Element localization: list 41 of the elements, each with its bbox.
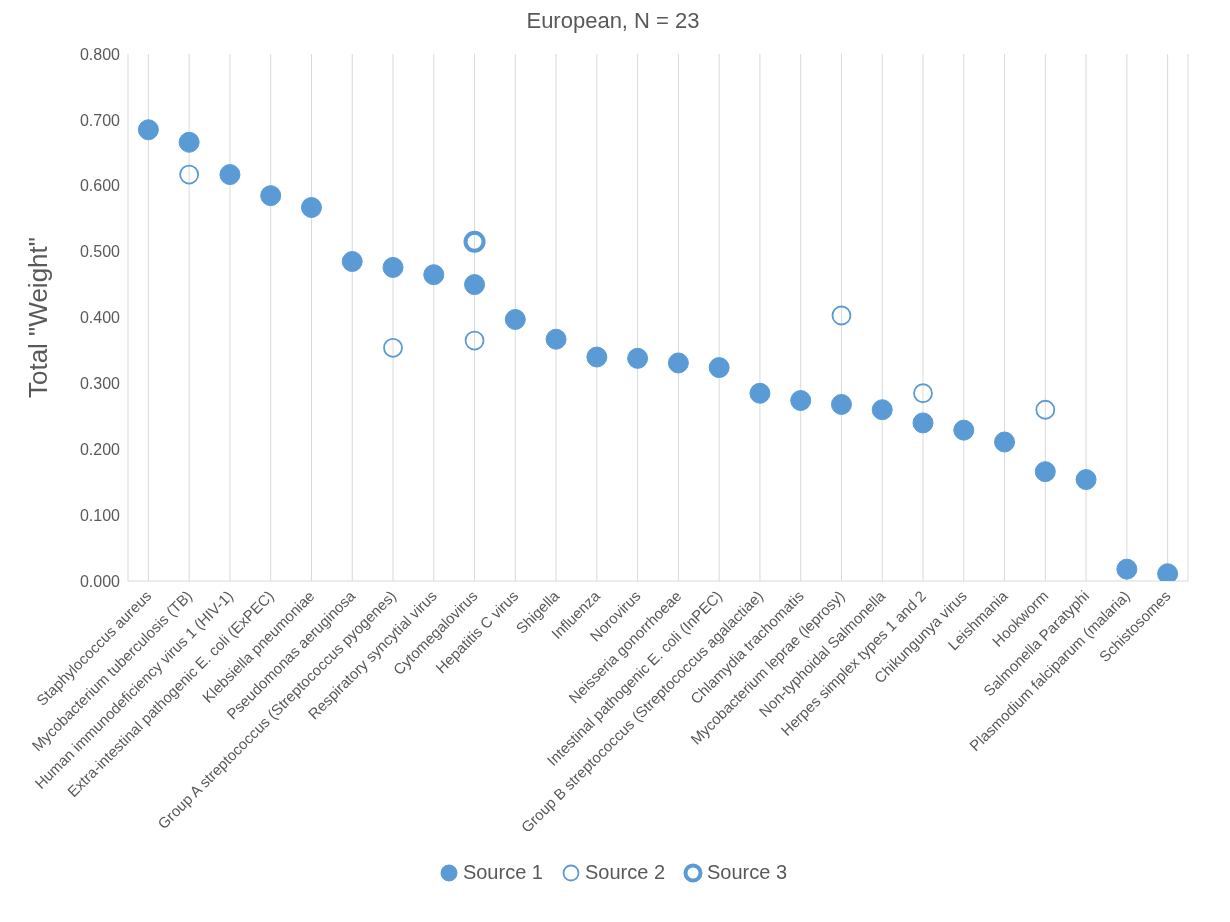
point xyxy=(300,196,322,218)
y-axis-title: Total "Weight" xyxy=(23,236,54,399)
point xyxy=(912,412,934,434)
point xyxy=(708,357,730,379)
y-tick-label: 0.300 xyxy=(79,375,121,393)
y-tick-label: 0.500 xyxy=(79,243,121,261)
point xyxy=(830,393,852,415)
point xyxy=(994,431,1016,453)
point xyxy=(545,328,567,350)
point xyxy=(464,274,486,296)
point xyxy=(667,352,689,374)
point xyxy=(1116,558,1138,580)
point xyxy=(260,185,282,207)
point xyxy=(178,131,200,153)
point xyxy=(219,164,241,186)
y-tick-label: 0.000 xyxy=(79,572,121,590)
point xyxy=(1034,461,1056,483)
point xyxy=(137,119,159,141)
y-tick-label: 0.600 xyxy=(79,177,121,195)
point xyxy=(871,399,893,421)
legend-label: Source 2 xyxy=(583,861,666,884)
point xyxy=(749,382,771,404)
chart-title: European, N = 23 xyxy=(525,8,701,34)
point xyxy=(1075,469,1097,491)
point xyxy=(627,347,649,369)
point xyxy=(423,264,445,286)
point xyxy=(463,230,486,253)
point xyxy=(790,390,812,411)
point xyxy=(953,419,975,441)
point xyxy=(586,346,608,368)
legend-label: Source 3 xyxy=(706,861,788,884)
y-tick-label: 0.800 xyxy=(79,45,121,63)
point xyxy=(341,251,363,273)
y-tick-label: 0.100 xyxy=(79,506,121,524)
point xyxy=(1157,563,1179,581)
y-tick-label: 0.700 xyxy=(79,111,121,129)
y-tick-label: 0.400 xyxy=(79,309,121,327)
y-tick-label: 0.200 xyxy=(79,440,121,458)
point xyxy=(504,308,526,330)
point xyxy=(382,256,404,278)
legend-label: Source 1 xyxy=(461,861,543,884)
